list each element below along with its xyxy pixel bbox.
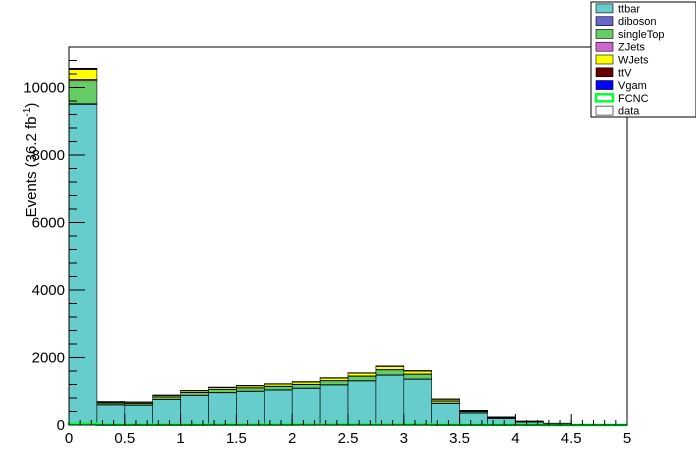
bar-singleTop-bin-10 xyxy=(347,375,377,381)
x-tick-label: 3 xyxy=(400,430,408,447)
y-tick-label: 0 xyxy=(57,417,65,434)
bar-ttbar-bin-13 xyxy=(431,403,460,426)
bars-layer xyxy=(68,68,628,426)
x-axis: 0 0.5 1 1.5 2 2.5 3 3.5 4 4.5 5 xyxy=(65,414,631,447)
bar-WJets-bin-11 xyxy=(375,366,405,370)
bar-WJets-bin-10 xyxy=(347,372,377,377)
bar-ttbar-bin-0 xyxy=(68,104,98,426)
legend-swatch-ttV xyxy=(595,67,614,78)
legend-label-singleTop: singleTop xyxy=(618,29,664,41)
legend-label-FCNC: FCNC xyxy=(618,93,649,105)
legend-label-ttV: ttV xyxy=(618,67,632,79)
x-tick-label: 4.5 xyxy=(561,430,582,447)
bar-ttbar-bin-3 xyxy=(152,399,181,426)
bar-singleTop-bin-9 xyxy=(319,380,349,385)
bar-ttbar-bin-2 xyxy=(124,404,154,426)
x-tick-label: 1.5 xyxy=(226,430,247,447)
bar-singleTop-bin-8 xyxy=(291,384,321,389)
y-axis-title-main: Events (36.2 fb xyxy=(23,117,40,218)
legend-label-Vgam: Vgam xyxy=(618,80,647,92)
y-tick-label: 2000 xyxy=(32,350,65,367)
x-tick-label: 2.5 xyxy=(338,430,359,447)
legend: ttbardibosonsingleTopZJetsWJetsttVVgamFC… xyxy=(590,1,696,118)
legend-label-data: data xyxy=(618,106,640,118)
bar-singleTop-bin-0 xyxy=(68,80,98,105)
y-tick-label: 6000 xyxy=(32,215,65,232)
legend-label-WJets: WJets xyxy=(618,55,649,67)
bar-ttbar-bin-8 xyxy=(291,387,321,426)
legend-swatch-diboson xyxy=(595,16,614,26)
x-tick-label: 0 xyxy=(65,430,73,447)
bar-ttbar-bin-4 xyxy=(180,394,209,426)
legend-label-diboson: diboson xyxy=(618,16,657,28)
x-tick-label: 1 xyxy=(176,430,184,447)
bar-WJets-bin-12 xyxy=(403,370,432,375)
legend-swatch-Vgam xyxy=(595,80,614,90)
bar-WJets-bin-0 xyxy=(68,69,98,80)
bar-ttbar-bin-10 xyxy=(347,380,377,426)
bar-ttbar-bin-9 xyxy=(319,384,349,426)
bar-singleTop-bin-12 xyxy=(403,373,432,380)
bar-ttbar-bin-5 xyxy=(208,392,237,426)
legend-swatch-data xyxy=(595,105,614,116)
legend-swatch-ttbar xyxy=(595,3,614,14)
bar-singleTop-bin-11 xyxy=(375,369,405,376)
y-axis-title-close: ) xyxy=(23,103,40,108)
bar-ttbar-bin-12 xyxy=(403,378,432,426)
bar-ttbar-bin-7 xyxy=(263,389,293,426)
y-tick-label: 8000 xyxy=(32,147,65,164)
y-axis-title-superscript: -1 xyxy=(22,107,33,116)
legend-swatch-WJets xyxy=(595,54,614,65)
bar-ttbar-bin-6 xyxy=(236,390,265,426)
x-tick-label: 3.5 xyxy=(449,430,470,447)
bar-ttbar-bin-14 xyxy=(459,412,488,426)
bar-ttbar-bin-11 xyxy=(375,374,405,426)
bar-singleTop-bin-6 xyxy=(236,387,265,392)
bar-WJets-bin-9 xyxy=(319,377,349,381)
y-axis-title: Events (36.2 fb-1) xyxy=(22,103,40,218)
y-axis: 0 2000 4000 6000 8000 10000 xyxy=(23,46,85,434)
legend-label-ZJets: ZJets xyxy=(618,42,645,54)
bar-ttbar-bin-1 xyxy=(96,404,126,426)
y-tick-label: 4000 xyxy=(32,282,65,299)
legend-swatch-ZJets xyxy=(595,41,614,52)
x-tick-label: 0.5 xyxy=(114,430,135,447)
x-tick-label: 4 xyxy=(511,430,519,447)
legend-label-ttbar: ttbar xyxy=(618,3,640,15)
x-tick-label: 5 xyxy=(623,430,631,447)
legend-swatch-singleTop xyxy=(595,29,614,39)
legend-swatch-FCNC xyxy=(594,93,615,103)
bar-singleTop-bin-7 xyxy=(263,386,293,391)
x-tick-label: 2 xyxy=(288,430,296,447)
y-tick-label: 10000 xyxy=(23,80,65,97)
